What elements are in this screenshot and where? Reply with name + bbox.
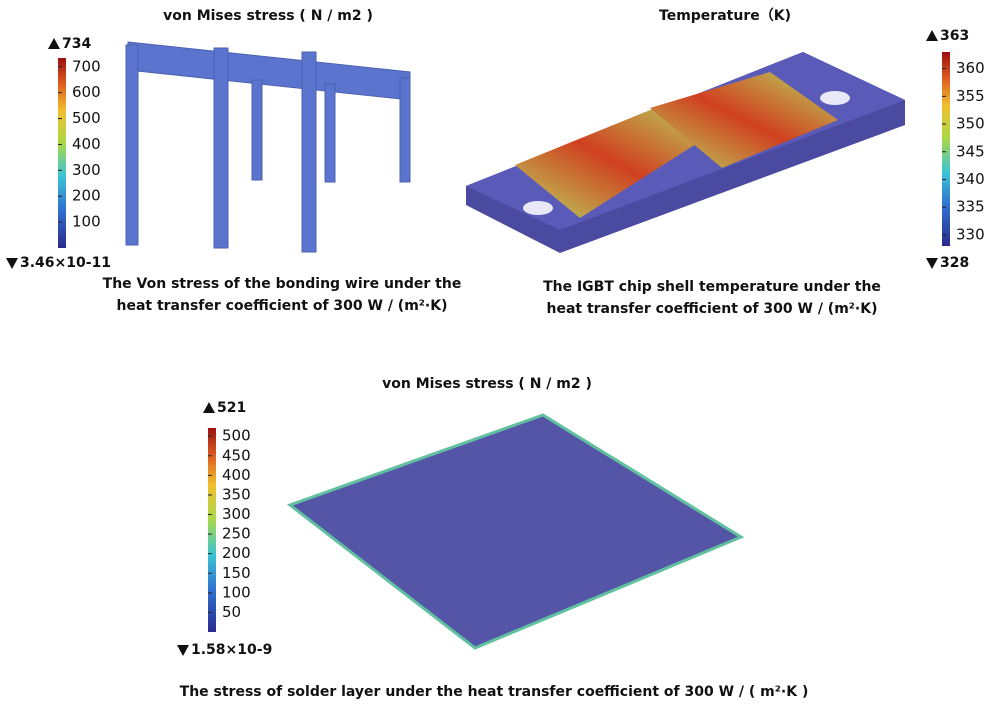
- panel-title: Temperature（K): [659, 8, 791, 24]
- module-model: [466, 52, 905, 253]
- caption: heat transfer coefficient of 300 W / (m²…: [546, 301, 877, 317]
- caption: The Von stress of the bonding wire under…: [103, 276, 462, 292]
- colorbar-tick-label: 200: [222, 544, 251, 562]
- colorbar-tick-label: 360: [956, 59, 985, 77]
- caption: The IGBT chip shell temperature under th…: [543, 279, 881, 295]
- figure: von Mises stress ( N / m2 ) 734 3.46×10-11…: [0, 0, 988, 706]
- colorbar-min: 328: [940, 255, 969, 271]
- colorbar-tick-label: 350: [222, 485, 251, 503]
- colorbar: [58, 58, 66, 248]
- panel-title: von Mises stress ( N / m2 ): [163, 8, 373, 24]
- colorbar-max: 363: [940, 28, 969, 44]
- caption: The stress of solder layer under the hea…: [180, 684, 809, 700]
- min-marker: [926, 258, 938, 269]
- wire-model: [126, 42, 410, 252]
- colorbar-tick-label: 400: [222, 466, 251, 484]
- colorbar-tick-label: 100: [72, 213, 101, 231]
- colorbar-tick-label: 600: [72, 83, 101, 101]
- colorbar-tick-label: 100: [222, 583, 251, 601]
- min-marker: [177, 645, 189, 656]
- panel-title: von Mises stress ( N / m2 ): [382, 376, 592, 392]
- colorbar-tick-label: 345: [956, 142, 985, 160]
- colorbar-max: 521: [217, 400, 246, 416]
- colorbar-tick-label: 500: [222, 427, 251, 445]
- colorbar: [208, 428, 216, 632]
- colorbar-tick-label: 335: [956, 198, 985, 216]
- solder-model: [290, 415, 741, 648]
- colorbar-tick-label: 150: [222, 564, 251, 582]
- colorbar-max: 734: [62, 36, 91, 52]
- colorbar-tick-label: 340: [956, 170, 985, 188]
- colorbar-tick-label: 300: [72, 161, 101, 179]
- min-marker: [6, 258, 18, 269]
- caption: heat transfer coefficient of 300 W / (m²…: [116, 298, 447, 314]
- colorbar-tick-label: 350: [956, 115, 985, 133]
- colorbar-tick-label: 450: [222, 446, 251, 464]
- colorbar-min: 1.58×10-9: [191, 642, 272, 658]
- max-marker: [203, 402, 215, 413]
- max-marker: [926, 30, 938, 41]
- colorbar-tick-label: 355: [956, 87, 985, 105]
- colorbar-tick-label: 500: [72, 109, 101, 127]
- colorbar: [942, 52, 950, 246]
- colorbar-tick-label: 400: [72, 135, 101, 153]
- colorbar-tick-label: 250: [222, 525, 251, 543]
- colorbar-tick-label: 50: [222, 603, 241, 621]
- max-marker: [48, 38, 60, 49]
- colorbar-tick-label: 700: [72, 57, 101, 75]
- colorbar-tick-label: 200: [72, 187, 101, 205]
- colorbar-tick-label: 300: [222, 505, 251, 523]
- colorbar-min: 3.46×10-11: [20, 255, 111, 271]
- colorbar-tick-label: 330: [956, 225, 985, 243]
